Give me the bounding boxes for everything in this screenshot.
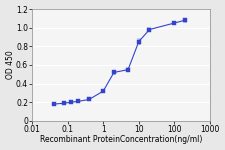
- X-axis label: Recombinant ProteinConcentration(ng/ml): Recombinant ProteinConcentration(ng/ml): [40, 135, 202, 144]
- Y-axis label: OD 450: OD 450: [6, 51, 15, 79]
